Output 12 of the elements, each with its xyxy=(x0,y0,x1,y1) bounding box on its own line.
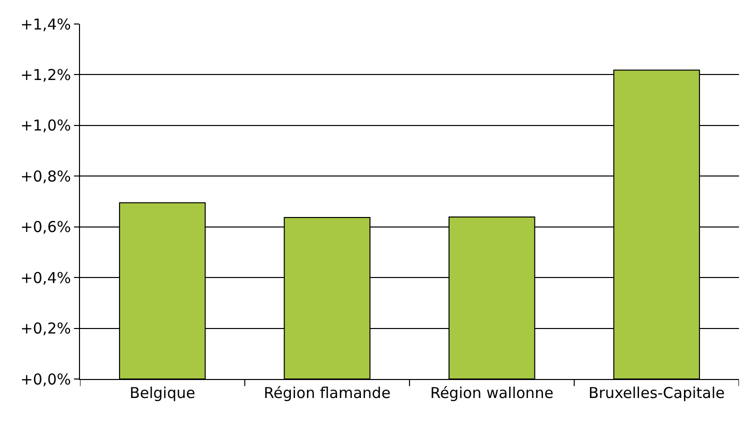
x-tick-label: Région wallonne xyxy=(430,384,554,402)
y-tick-label: +1,0% xyxy=(20,116,71,135)
y-tick-label: +1,4% xyxy=(20,15,71,34)
x-tick-label: Belgique xyxy=(130,384,196,402)
y-tick-label: +1,2% xyxy=(20,66,71,84)
y-tick-label: +0,0% xyxy=(20,370,71,388)
x-tick-label: Bruxelles-Capitale xyxy=(588,384,725,402)
y-tick-label: +0,8% xyxy=(20,167,71,186)
x-tick-label: Région flamande xyxy=(264,384,391,402)
y-tick-label: +0,6% xyxy=(20,218,71,236)
y-tick-label: +0,2% xyxy=(20,320,71,338)
y-tick-label: +0,4% xyxy=(20,268,71,287)
